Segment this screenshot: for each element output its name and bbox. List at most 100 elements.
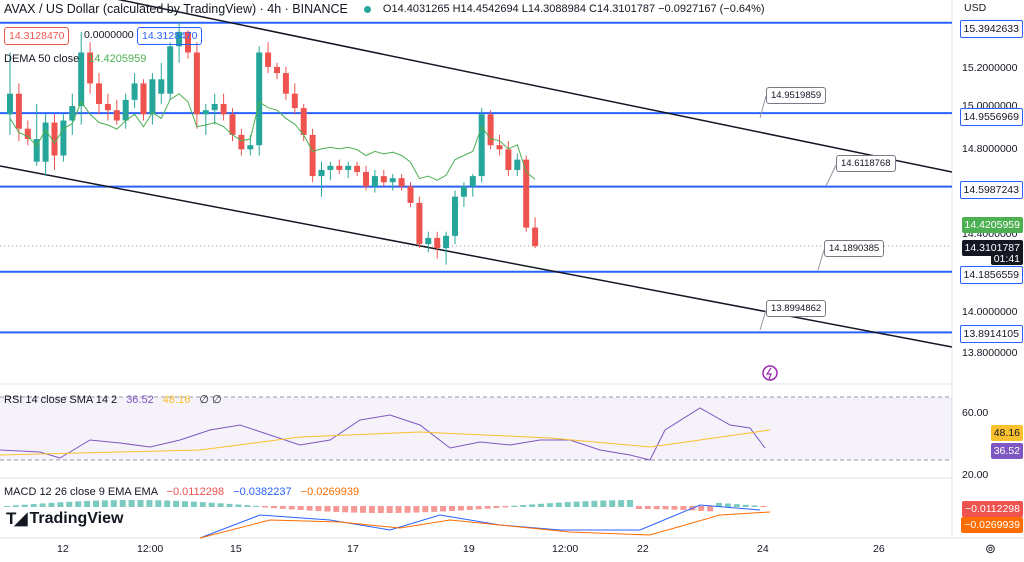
candle-body [274, 66, 280, 74]
buy-price-button[interactable]: 14.3128470 [137, 27, 203, 45]
candle-body [24, 128, 31, 140]
macd-histogram-bar [671, 506, 678, 510]
callout-pointer [825, 164, 837, 187]
candle-body [193, 52, 200, 115]
macd-histogram-bar [449, 506, 455, 511]
macd-histogram-bar [538, 503, 544, 507]
macd-histogram-bar [66, 501, 73, 507]
macd-histogram-bar [698, 506, 705, 511]
macd-histogram-bar [368, 506, 375, 513]
rsi-tick-60: 60.00 [962, 407, 989, 419]
macd-histogram-bar [39, 503, 46, 507]
macd-histogram-bar [644, 506, 651, 510]
macd-histogram-bar [529, 504, 536, 507]
macd-histogram-bar [440, 506, 447, 512]
macd-histogram-bar [288, 506, 295, 510]
macd-histogram-bar [609, 500, 616, 507]
macd-histogram-bar [226, 503, 233, 507]
candle-body [211, 104, 218, 111]
price-callout[interactable]: 14.9519859 [766, 87, 827, 104]
macd-histogram-bar [546, 503, 553, 507]
candle-body [167, 46, 174, 94]
macd-histogram-bar [182, 501, 188, 507]
candle-body [523, 159, 530, 228]
macd-histogram-bar [724, 503, 731, 507]
candle-body [345, 165, 352, 170]
candle-body [113, 110, 120, 121]
time-axis-label: 12:00 [552, 543, 579, 555]
macd-histogram-bar [110, 500, 117, 507]
macd-histogram-bar [404, 506, 411, 513]
macd-histogram-bar [493, 506, 500, 509]
market-status-icon [363, 5, 371, 13]
candle-body [15, 93, 22, 129]
rsi-label: RSI 14 close SMA 14 2 [4, 394, 118, 406]
candle-body [96, 83, 102, 104]
price-callout[interactable]: 13.8994862 [766, 300, 827, 317]
candle-body [87, 52, 94, 84]
rsi-tick-20: 20.00 [962, 469, 989, 481]
macd-histogram-bar [733, 504, 740, 507]
dema-legend[interactable]: DEMA 50 close 14.4205959 [4, 53, 146, 65]
trend-line-upper [117, 0, 953, 173]
candle-body [300, 108, 307, 135]
macd-histogram-bar [271, 506, 277, 509]
macd-histogram-bar [422, 506, 429, 513]
candle-body [416, 202, 423, 245]
macd-histogram-bar [342, 506, 349, 513]
macd-histogram-bar [146, 500, 153, 507]
macd-histogram-bar [484, 506, 491, 509]
macd-histogram-bar [190, 501, 197, 507]
sell-price-button[interactable]: 14.3128470 [4, 27, 70, 45]
candle-body [122, 99, 129, 121]
macd-histogram-bar [680, 506, 687, 511]
macd-histogram-bar [93, 500, 99, 507]
candle-body [229, 114, 236, 135]
macd-histogram-bar [48, 502, 55, 507]
macd-line-value: −0.0382237 [233, 486, 292, 498]
time-axis-label: 22 [637, 543, 649, 555]
macd-histogram-bar [618, 500, 625, 507]
tradingview-logo[interactable]: T◢ TradingView [6, 509, 123, 529]
macd-histogram-bar [128, 500, 135, 507]
macd-histogram-bar [386, 506, 393, 513]
macd-hist-value: −0.0112298 [166, 486, 225, 498]
macd-histogram-bar [217, 503, 224, 507]
macd-label: MACD 12 26 close 9 EMA EMA [4, 486, 158, 498]
candle-body [282, 73, 289, 94]
macd-histogram-bar [475, 506, 482, 510]
rsi-legend[interactable]: RSI 14 close SMA 14 2 36.52 48.16 ∅ ∅ [4, 393, 222, 406]
rsi-value: 36.52 [126, 394, 154, 406]
settings-icon[interactable]: ⊚ [985, 541, 996, 556]
symbol-title[interactable]: AVAX / US Dollar (calculated by TradingV… [4, 2, 348, 16]
candle-body [247, 145, 254, 150]
candle-body [336, 165, 343, 170]
macd-histogram-bar [12, 505, 19, 507]
macd-histogram-bar [208, 502, 215, 507]
macd-histogram-bar [351, 506, 358, 513]
price-tag: 14.4205959 [961, 217, 1023, 233]
candle-body [380, 176, 387, 183]
macd-histogram-bar [395, 506, 402, 513]
candle-body [7, 93, 13, 115]
macd-histogram-bar [653, 506, 660, 510]
macd-histogram-bar [564, 502, 571, 507]
macd-histogram-bar [137, 500, 144, 507]
macd-histogram-bar [707, 506, 714, 512]
price-callout[interactable]: 14.6118768 [836, 155, 896, 172]
candle-body [469, 176, 476, 187]
price-tag: 15.3942633 [959, 20, 1023, 38]
currency-label[interactable]: USD [964, 2, 987, 14]
macd-histogram-bar [84, 500, 91, 507]
candle-body [425, 237, 432, 245]
price-callout[interactable]: 14.1890385 [824, 240, 885, 257]
candle-body [363, 171, 369, 187]
macd-histogram-bar [431, 506, 438, 512]
time-axis-label: 12 [57, 543, 69, 555]
candle-body [238, 134, 245, 150]
macd-legend[interactable]: MACD 12 26 close 9 EMA EMA −0.0112298 −0… [4, 486, 359, 498]
macd-histogram-bar [742, 504, 749, 507]
macd-histogram-bar [635, 506, 642, 510]
candle-body [496, 145, 503, 150]
